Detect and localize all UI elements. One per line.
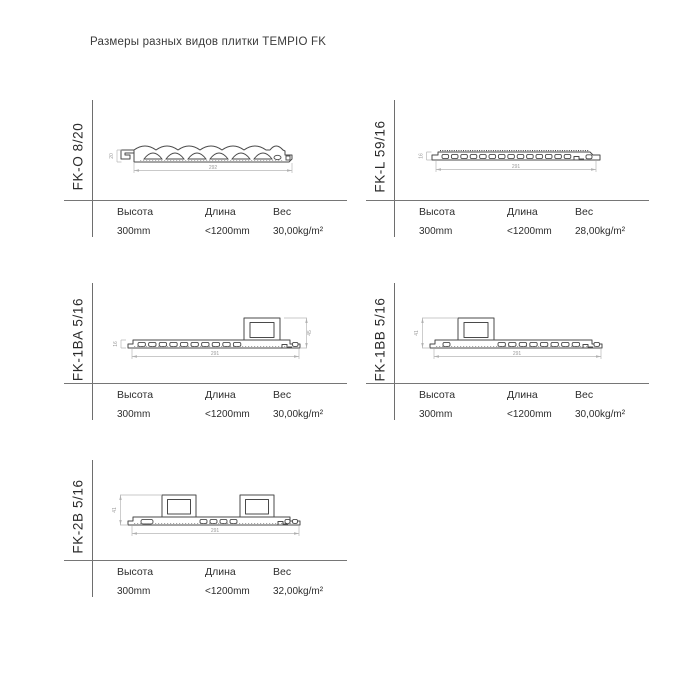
profile-drawing-fk-o: 292 20 [109,145,293,173]
dim-profile-height-label: 45 [307,330,313,336]
section-label-fk-1ba: FK-1BA 5/16 [70,297,86,382]
section-vertical-rule [92,283,93,420]
dim-length-label: 291 [211,528,220,534]
value-weight: 30,00kg/m² [273,226,324,237]
value-length: <1200mm [205,409,250,420]
section-vertical-rule [92,100,93,237]
col-header-weight: Вес [273,206,292,218]
dim-thickness-label: 20 [109,153,115,159]
value-height: 300mm [117,409,151,420]
section-fk-o: FK-O 8/20 292 20 Высота Длина Вес 300mm [64,95,347,255]
table-top-rule [64,200,347,201]
col-header-length: Длина [205,206,236,218]
col-header-height: Высота [419,389,456,401]
col-header-height: Высота [419,206,456,218]
dim-thickness-label: 16 [419,153,425,159]
value-weight: 30,00kg/m² [575,409,626,420]
col-header-height: Высота [117,206,154,218]
value-height: 300mm [419,409,453,420]
col-header-length: Длина [205,389,236,401]
page-title: Размеры разных видов плитки TEMPIO FK [90,36,327,48]
col-header-length: Длина [507,389,538,401]
section-label-fk-2b: FK-2B 5/16 [70,479,86,554]
spec-table-fk-1ba: Высота Длина Вес 300mm <1200mm 30,00kg/m… [117,389,365,420]
section-fk-1ba: FK-1BA 5/16 291 45 [64,278,347,438]
value-height: 300mm [419,226,453,237]
value-length: <1200mm [507,409,552,420]
col-header-height: Высота [117,389,154,401]
value-length: <1200mm [507,226,552,237]
section-fk-2b: FK-2B 5/16 291 41 Высо [64,455,347,615]
section-vertical-rule [394,100,395,237]
value-length: <1200mm [205,226,250,237]
dim-length-label: 291 [211,351,220,357]
col-header-weight: Вес [273,389,292,401]
dim-length-label: 291 [512,164,521,170]
value-height: 300mm [117,586,151,597]
section-label-fk-1bb: FK-1BB 5/16 [372,297,388,382]
profile-drawing-fk-1bb: 291 41 [414,317,603,359]
col-header-height: Высота [117,566,154,578]
dim-length-label: 291 [513,351,522,357]
value-height: 300mm [117,226,151,237]
value-weight: 30,00kg/m² [273,409,324,420]
section-vertical-rule [92,460,93,597]
value-weight: 28,00kg/m² [575,226,626,237]
table-top-rule [366,200,649,201]
col-header-weight: Вес [575,389,594,401]
spec-table-fk-1bb: Высота Длина Вес 300mm <1200mm 30,00kg/m… [419,389,667,420]
dim-profile-height-label: 41 [414,330,420,336]
value-weight: 32,00kg/m² [273,586,324,597]
dim-profile-height-label: 41 [112,507,118,513]
dim-thickness-label: 16 [113,341,119,347]
profile-drawing-fk-l: 291 16 [419,150,601,172]
section-label-fk-o: FK-O 8/20 [70,122,86,191]
spec-table-fk-o: Высота Длина Вес 300mm <1200mm 30,00kg/m… [117,206,365,237]
table-top-rule [366,383,649,384]
col-header-weight: Вес [273,566,292,578]
col-header-length: Длина [507,206,538,218]
spec-table-fk-2b: Высота Длина Вес 300mm <1200mm 32,00kg/m… [117,566,365,597]
dim-length-label: 292 [209,165,218,171]
profile-drawing-fk-1ba: 291 45 16 [113,317,313,359]
table-top-rule [64,383,347,384]
col-header-length: Длина [205,566,236,578]
value-length: <1200mm [205,586,250,597]
section-label-fk-l: FK-L 59/16 [372,120,388,193]
profile-drawing-fk-2b: 291 41 [112,494,301,536]
spec-table-fk-l: Высота Длина Вес 300mm <1200mm 28,00kg/m… [419,206,667,237]
section-fk-1bb: FK-1BB 5/16 291 41 [366,278,649,438]
section-vertical-rule [394,283,395,420]
col-header-weight: Вес [575,206,594,218]
section-fk-l: FK-L 59/16 291 16 [366,95,649,255]
table-top-rule [64,560,347,561]
